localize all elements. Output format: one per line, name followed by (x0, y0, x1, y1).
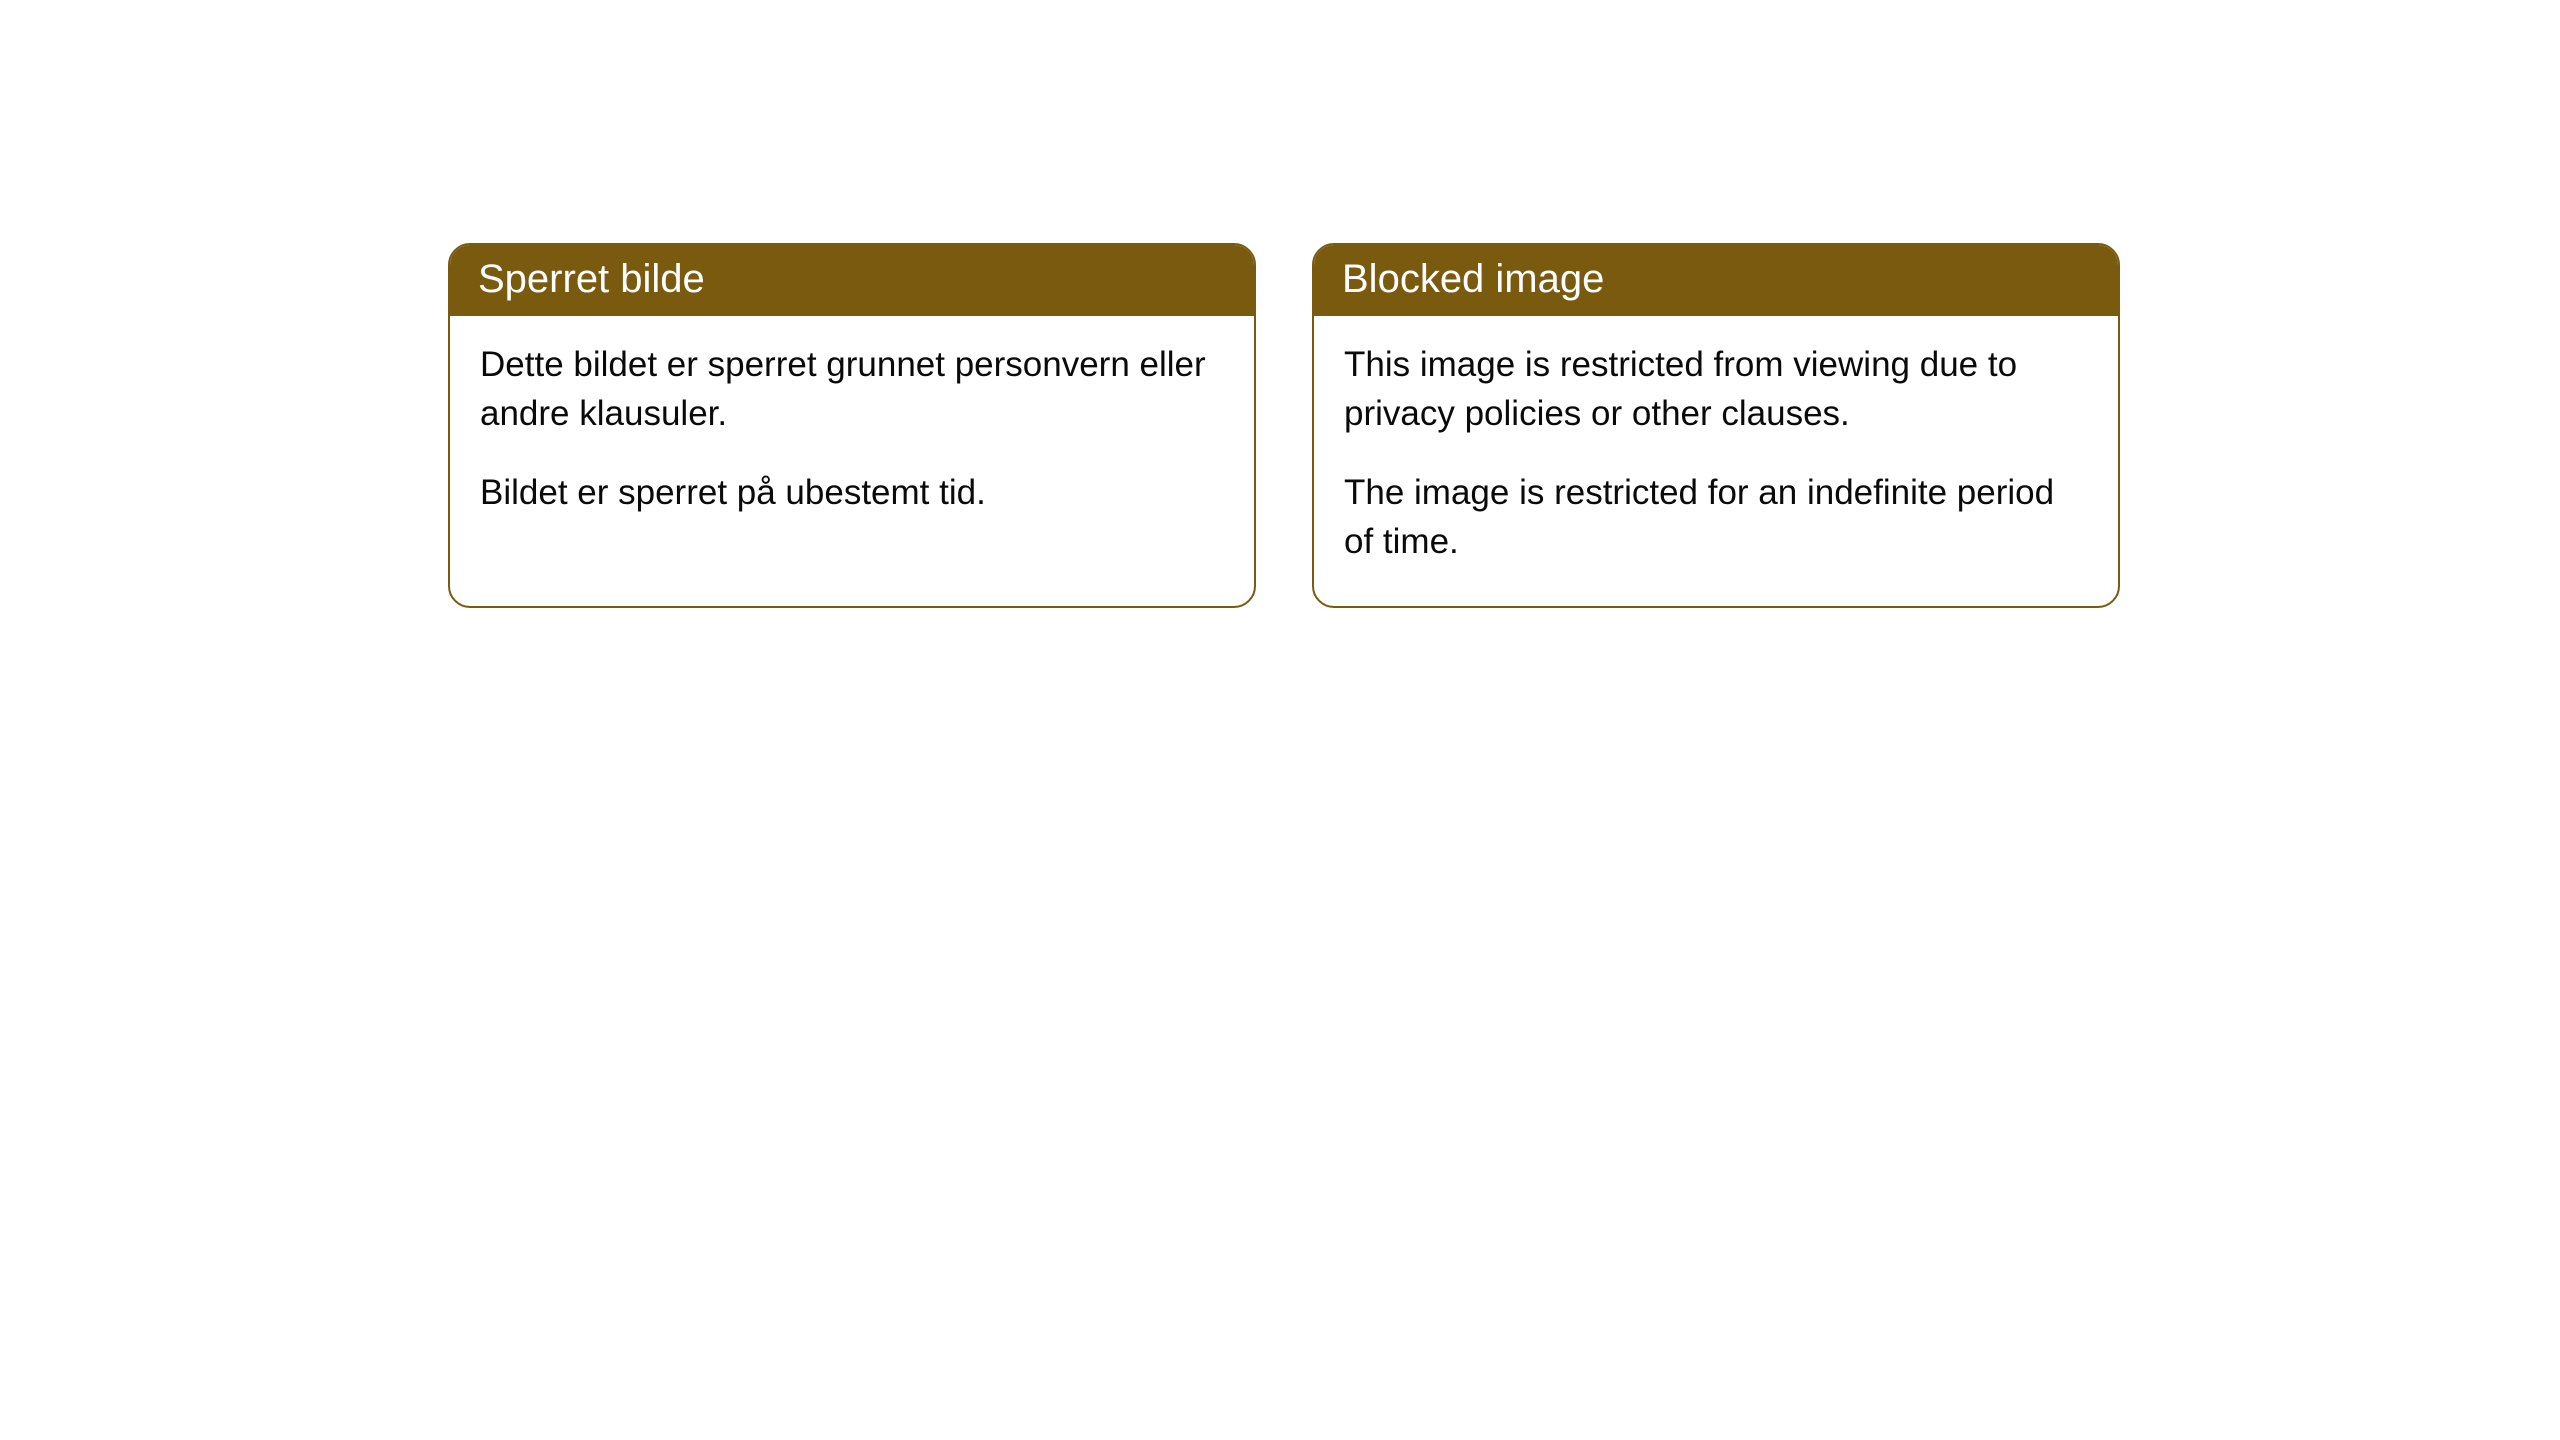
notice-cards-container: Sperret bilde Dette bildet er sperret gr… (0, 0, 2560, 608)
card-header: Sperret bilde (450, 245, 1254, 316)
notice-card-english: Blocked image This image is restricted f… (1312, 243, 2120, 608)
card-header: Blocked image (1314, 245, 2118, 316)
notice-paragraph-1: Dette bildet er sperret grunnet personve… (480, 340, 1224, 438)
card-body: Dette bildet er sperret grunnet personve… (450, 316, 1254, 557)
notice-card-norwegian: Sperret bilde Dette bildet er sperret gr… (448, 243, 1256, 608)
notice-paragraph-1: This image is restricted from viewing du… (1344, 340, 2088, 438)
card-body: This image is restricted from viewing du… (1314, 316, 2118, 606)
notice-paragraph-2: The image is restricted for an indefinit… (1344, 468, 2088, 566)
notice-paragraph-2: Bildet er sperret på ubestemt tid. (480, 468, 1224, 517)
